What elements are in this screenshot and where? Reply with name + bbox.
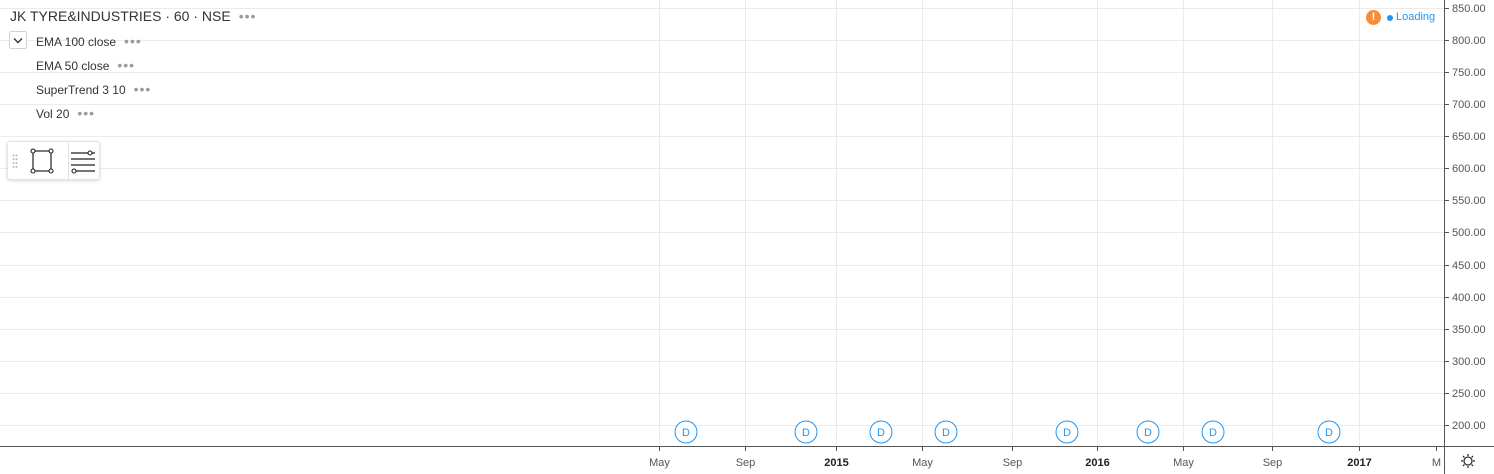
legend-collapse-button[interactable] (9, 31, 27, 49)
dividend-marker[interactable]: D (1317, 420, 1341, 444)
price-tick-label: 450.00 (1452, 260, 1486, 272)
toolbar-separator (68, 142, 69, 179)
dividend-marker-label: D (942, 427, 950, 439)
dividend-marker[interactable]: D (1201, 420, 1225, 444)
price-axis[interactable]: 850.00 800.00 750.00 700.00 650.00 600.00 550.… (1452, 3, 1486, 432)
dividend-marker-label: D (1325, 427, 1333, 439)
time-tick-label: 2015 (824, 457, 848, 469)
dividend-marker-label: D (1144, 427, 1152, 439)
price-tick-label: 600.00 (1452, 163, 1486, 175)
indicator-more-button[interactable]: ••• (77, 105, 96, 121)
indicator-volume[interactable]: Vol 20 ••• (36, 105, 95, 121)
dividend-marker-label: D (877, 427, 885, 439)
time-tick-label: May (1173, 457, 1194, 469)
dividend-marker-circle (934, 420, 958, 444)
time-tick-label: M (1432, 457, 1441, 469)
time-tick-label: Sep (1263, 457, 1283, 469)
time-tick-label: Sep (1003, 457, 1023, 469)
symbol-title-text: JK TYRE&INDUSTRIES · 60 · NSE (10, 8, 231, 24)
indicator-more-button[interactable]: ••• (124, 33, 142, 49)
floating-drawing-toolbar (7, 141, 100, 180)
dividend-marker-circle (869, 420, 893, 444)
dividend-marker[interactable]: D (1136, 420, 1160, 444)
indicator-more-button[interactable]: ••• (133, 81, 152, 97)
dividend-marker-circle (794, 420, 818, 444)
warning-icon[interactable]: ! (1366, 10, 1381, 25)
dividend-marker-label: D (1209, 427, 1217, 439)
time-tick-label: May (649, 457, 670, 469)
dividend-marker-circle (674, 420, 698, 444)
price-tick-label: 850.00 (1452, 3, 1486, 15)
indicator-more-button[interactable]: ••• (117, 57, 136, 73)
dividend-marker-circle (1055, 420, 1079, 444)
price-tick-label: 400.00 (1452, 292, 1486, 304)
symbol-more-button[interactable]: ••• (238, 8, 257, 24)
chart-settings-icon[interactable] (1461, 454, 1475, 468)
dividend-marker-label: D (802, 427, 810, 439)
loading-dot-icon (1387, 15, 1393, 21)
dividend-marker-circle (1136, 420, 1160, 444)
time-tick-label: May (912, 457, 933, 469)
indicator-label: Vol 20 (36, 107, 70, 121)
dividend-marker-circle (1201, 420, 1225, 444)
dividend-marker-circle (1317, 420, 1341, 444)
dividend-marker-label: D (682, 427, 690, 439)
loading-label: Loading (1396, 11, 1436, 23)
dividend-marker[interactable]: D (1055, 420, 1079, 444)
time-tick-label: 2017 (1347, 457, 1371, 469)
indicator-label: SuperTrend 3 10 (36, 83, 126, 97)
chart-grid (0, 0, 1444, 446)
dividend-marker[interactable]: D (934, 420, 958, 444)
indicator-ema-100[interactable]: EMA 100 close ••• (36, 33, 142, 49)
dividend-marker-label: D (1063, 427, 1071, 439)
price-tick-label: 650.00 (1452, 131, 1486, 143)
dividend-marker[interactable]: D (794, 420, 818, 444)
rectangle-icon[interactable] (26, 145, 58, 177)
time-tick-label: 2016 (1085, 457, 1109, 469)
dividend-marker[interactable]: D (869, 420, 893, 444)
chevron-down-icon (13, 37, 23, 43)
indicator-ema-50[interactable]: EMA 50 close ••• (36, 57, 135, 73)
indicator-supertrend[interactable]: SuperTrend 3 10 ••• (36, 81, 151, 97)
symbol-title[interactable]: JK TYRE&INDUSTRIES · 60 · NSE ••• (10, 8, 256, 24)
indicator-label: EMA 100 close (36, 35, 117, 49)
drag-handle-icon[interactable] (12, 154, 18, 168)
object-tree-icon[interactable] (66, 145, 98, 177)
dividend-marker[interactable]: D (674, 420, 698, 444)
time-axis[interactable]: May Sep 2015 May Sep 2016 May Sep 2017 M (649, 457, 1441, 469)
price-tick-label: 800.00 (1452, 35, 1486, 47)
price-tick-label: 750.00 (1452, 67, 1486, 79)
price-tick-label: 550.00 (1452, 195, 1486, 207)
indicator-label: EMA 50 close (36, 59, 110, 73)
price-tick-label: 250.00 (1452, 388, 1486, 400)
price-tick-label: 700.00 (1452, 99, 1486, 111)
price-tick-label: 300.00 (1452, 356, 1486, 368)
price-tick-label: 200.00 (1452, 420, 1486, 432)
time-tick-label: Sep (736, 457, 756, 469)
price-tick-label: 500.00 (1452, 227, 1486, 239)
price-tick-label: 350.00 (1452, 324, 1486, 336)
